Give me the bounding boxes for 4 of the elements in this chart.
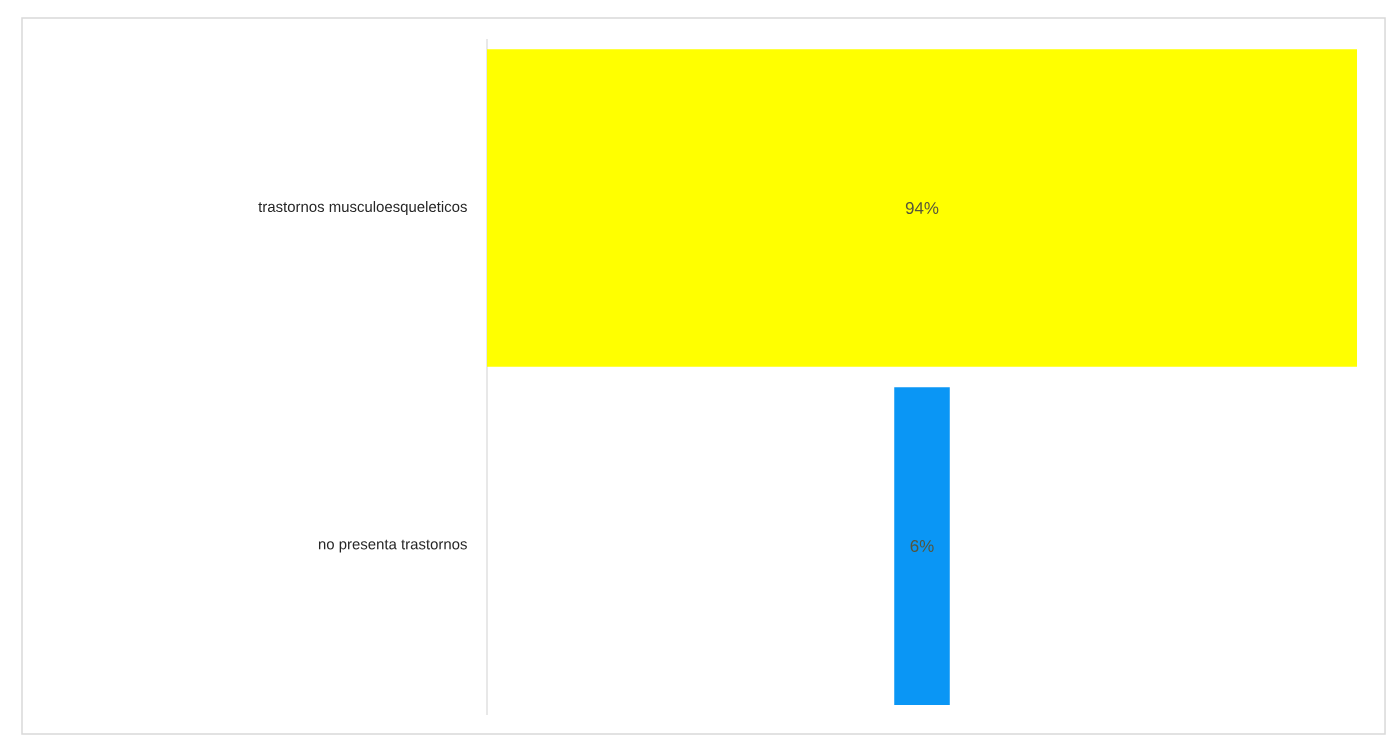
data-label: 94% [905, 202, 939, 215]
data-label: 6% [910, 540, 934, 553]
category-label: trastornos musculoesqueleticos [258, 201, 467, 215]
category-label: no presenta trastornos [318, 539, 467, 553]
